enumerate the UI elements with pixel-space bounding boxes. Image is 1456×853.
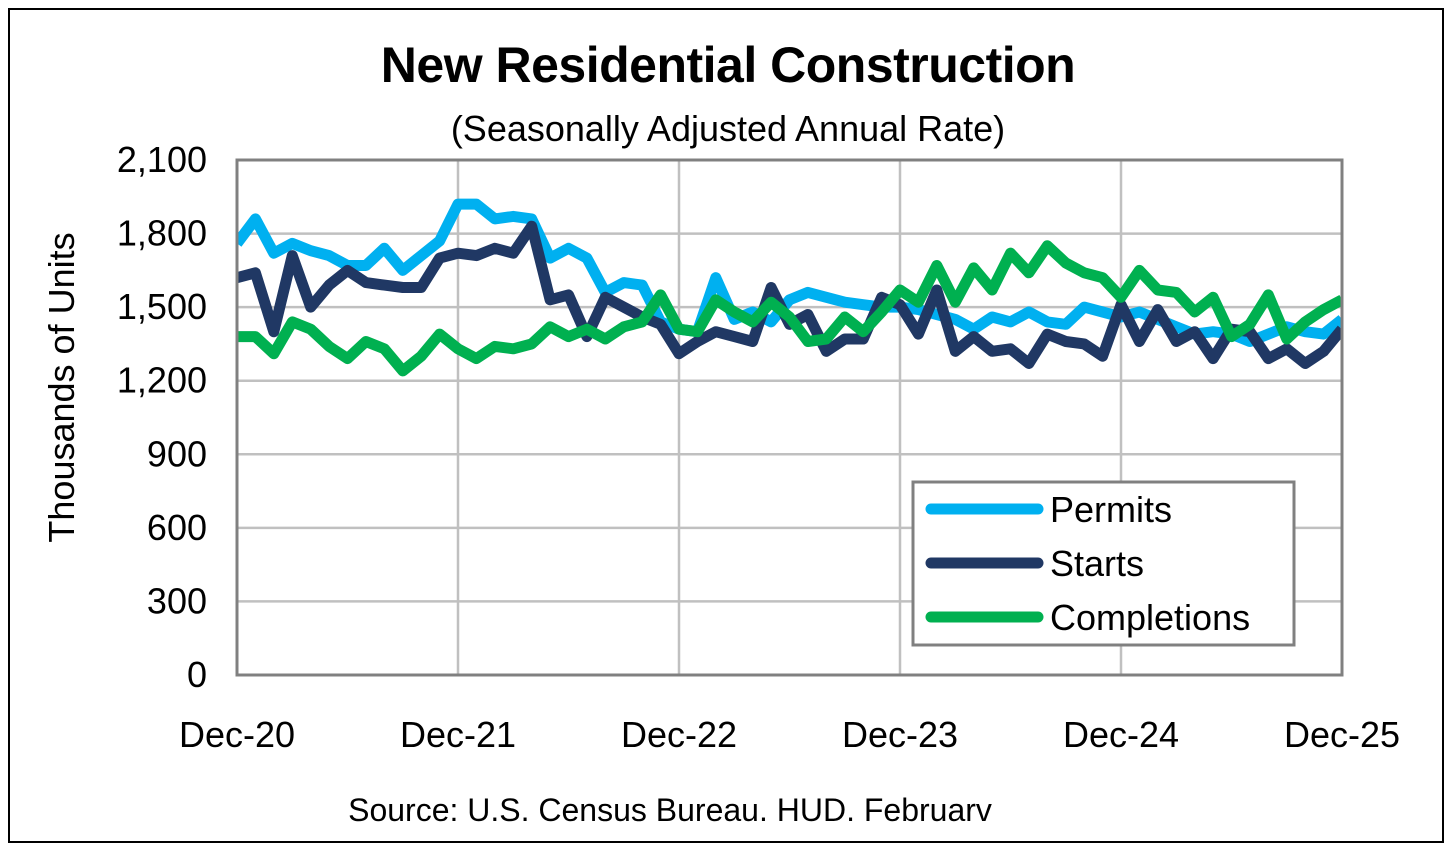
y-tick-label: 300 [147, 580, 207, 621]
series-line-completions [237, 240, 1342, 377]
x-tick-label: Dec-24 [1063, 714, 1179, 755]
chart-title: New Residential Construction [380, 37, 1076, 93]
chart-subtitle: (Seasonally Adjusted Annual Rate) [450, 108, 1006, 149]
x-tick-label: Dec-25 [1284, 714, 1400, 755]
y-tick-label: 0 [187, 654, 207, 695]
y-tick-label: 1,500 [117, 286, 207, 327]
y-tick-label: 600 [147, 507, 207, 548]
plot-area-border [235, 158, 1344, 677]
x-tick-label: Dec-21 [400, 714, 516, 755]
y-tick-label: 900 [147, 433, 207, 474]
legend-label-completions: Completions [1050, 597, 1250, 638]
source-note: Source: U.S. Census Bureau. HUD. Februar… [348, 792, 992, 828]
y-tick-label: 1,200 [117, 360, 207, 401]
y-axis-label: Thousands of Units [41, 232, 82, 542]
y-tick-label: 2,100 [117, 139, 207, 180]
chart-frame [8, 8, 1444, 843]
x-tick-label: Dec-20 [179, 714, 295, 755]
legend-label-starts: Starts [1050, 543, 1144, 584]
x-tick-label: Dec-22 [621, 714, 737, 755]
legend-label-permits: Permits [1050, 489, 1172, 530]
x-tick-label: Dec-23 [842, 714, 958, 755]
y-tick-label: 1,800 [117, 213, 207, 254]
